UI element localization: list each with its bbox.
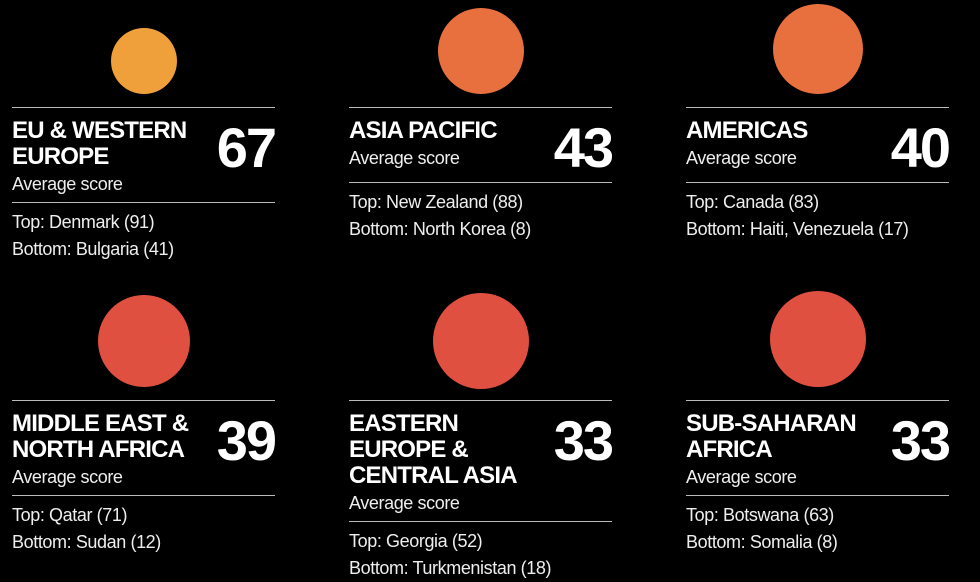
- average-score: 33: [890, 409, 951, 472]
- score-caption: Average score: [349, 493, 460, 513]
- card-header: ASIA PACIFIC Average score 43: [349, 108, 614, 179]
- score-caption: Average score: [686, 467, 797, 487]
- average-score: 43: [553, 116, 614, 179]
- bottom-country: Bottom: Somalia (8): [686, 532, 838, 552]
- title-block: EU & WESTERN EUROPE Average score: [12, 118, 212, 196]
- average-score: 67: [216, 116, 277, 179]
- details: Top: Canada (83) Bottom: Haiti, Venezuela…: [686, 182, 949, 243]
- region-circle: [438, 8, 524, 94]
- details: Top: New Zealand (88) Bottom: North Korea…: [349, 182, 612, 243]
- region-circle: [770, 291, 866, 387]
- bottom-country: Bottom: Sudan (12): [12, 532, 161, 552]
- region-name: EASTERN EUROPE & CENTRAL ASIA: [349, 410, 518, 489]
- top-country: Top: Botswana (63): [686, 505, 834, 525]
- top-country: Top: Denmark (91): [12, 212, 155, 232]
- score-caption: Average score: [12, 467, 123, 487]
- top-country: Top: Canada (83): [686, 192, 819, 212]
- details: Top: Georgia (52) Bottom: Turkmenistan (1…: [349, 521, 612, 582]
- region-name: SUB-SAHARAN AFRICA: [686, 410, 857, 463]
- card-header: EU & WESTERN EUROPE Average score 67: [12, 108, 277, 196]
- top-country: Top: Georgia (52): [349, 531, 483, 551]
- region-card: MIDDLE EAST & NORTH AFRICA Average score 3…: [12, 295, 277, 556]
- average-score: 39: [216, 409, 277, 472]
- region-card: EASTERN EUROPE & CENTRAL ASIA Average sco…: [349, 293, 614, 582]
- card-header: SUB-SAHARAN AFRICA Average score 33: [686, 401, 951, 489]
- title-block: EASTERN EUROPE & CENTRAL ASIA Average sco…: [349, 411, 549, 515]
- region-circle: [111, 28, 177, 94]
- region-card: EU & WESTERN EUROPE Average score 67 Top: D…: [12, 28, 277, 263]
- region-circle: [773, 4, 863, 94]
- bottom-country: Bottom: North Korea (8): [349, 219, 531, 239]
- top-country: Top: Qatar (71): [12, 505, 128, 525]
- region-circle: [433, 293, 529, 389]
- title-block: MIDDLE EAST & NORTH AFRICA Average score: [12, 411, 212, 489]
- bottom-country: Bottom: Turkmenistan (18): [349, 558, 552, 578]
- title-block: AMERICAS Average score: [686, 118, 886, 170]
- region-name: MIDDLE EAST & NORTH AFRICA: [12, 410, 189, 463]
- region-circle: [98, 295, 190, 387]
- title-block: SUB-SAHARAN AFRICA Average score: [686, 411, 886, 489]
- average-score: 40: [890, 116, 951, 179]
- title-block: ASIA PACIFIC Average score: [349, 118, 549, 170]
- average-score: 33: [553, 409, 614, 472]
- details: Top: Denmark (91) Bottom: Bulgaria (41): [12, 202, 275, 263]
- card-header: MIDDLE EAST & NORTH AFRICA Average score 3…: [12, 401, 277, 489]
- score-caption: Average score: [686, 148, 797, 168]
- bottom-country: Bottom: Haiti, Venezuela (17): [686, 219, 909, 239]
- region-name: EU & WESTERN EUROPE: [12, 117, 187, 170]
- region-card: ASIA PACIFIC Average score 43 Top: New Zeal…: [349, 8, 614, 243]
- bottom-country: Bottom: Bulgaria (41): [12, 239, 174, 259]
- top-country: Top: New Zealand (88): [349, 192, 523, 212]
- region-name: ASIA PACIFIC: [349, 117, 498, 144]
- card-header: AMERICAS Average score 40: [686, 108, 951, 179]
- card-header: EASTERN EUROPE & CENTRAL ASIA Average sco…: [349, 401, 614, 515]
- score-caption: Average score: [12, 174, 123, 194]
- score-caption: Average score: [349, 148, 460, 168]
- region-name: AMERICAS: [686, 117, 808, 144]
- details: Top: Botswana (63) Bottom: Somalia (8): [686, 495, 949, 556]
- region-card: SUB-SAHARAN AFRICA Average score 33 Top: Bo…: [686, 291, 951, 556]
- region-card: AMERICAS Average score 40 Top: Canada (83) B…: [686, 4, 951, 243]
- details: Top: Qatar (71) Bottom: Sudan (12): [12, 495, 275, 556]
